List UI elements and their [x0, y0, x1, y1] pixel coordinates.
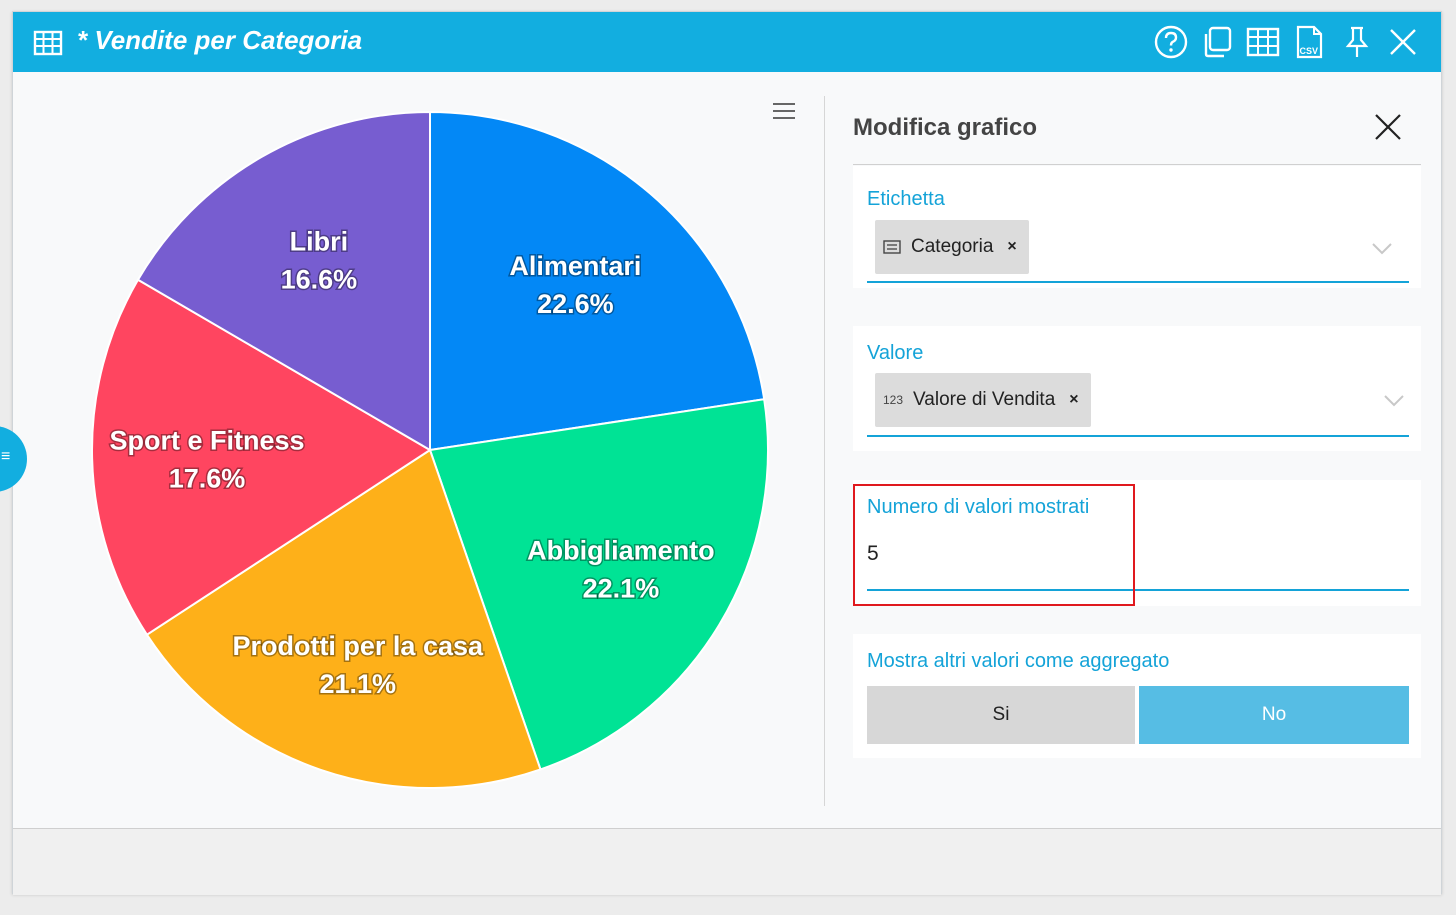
help-button[interactable]: [1153, 24, 1189, 60]
numero-input[interactable]: 5: [867, 542, 879, 565]
valore-chip[interactable]: 123 Valore di Vendita ×: [875, 373, 1091, 427]
valore-chip-text: Valore di Vendita: [913, 389, 1056, 410]
title-bar: * Vendite per Categoria: [13, 12, 1441, 72]
copy-icon: [1204, 26, 1232, 58]
pin-button[interactable]: [1339, 24, 1375, 60]
slice-label-group: Prodotti per la casa 21.1%: [231, 630, 486, 701]
close-panel-icon[interactable]: [1373, 112, 1403, 142]
close-icon: [1390, 29, 1416, 55]
list-icon: [883, 240, 901, 254]
help-circle-icon: [1154, 25, 1188, 59]
numero-underline: [867, 589, 1409, 591]
etichetta-label: Etichetta: [867, 188, 945, 210]
window-footer: [13, 828, 1441, 895]
table-icon: [1246, 27, 1280, 57]
chart-menu-button[interactable]: [773, 103, 795, 121]
menu-line: [773, 117, 795, 119]
etichetta-chip[interactable]: Categoria ×: [875, 220, 1029, 274]
etichetta-chip-text: Categoria: [911, 236, 994, 257]
slice-category-label: Sport e Fitness: [109, 426, 304, 456]
pie-slice-alimentari[interactable]: [429, 110, 766, 452]
slice-category-label: Alimentari: [509, 251, 641, 281]
slice-label-group: Sport e Fitness 17.6%: [108, 424, 306, 495]
slice-category-label: Abbigliamento: [527, 535, 715, 565]
pie-slice-sport-e-fitness[interactable]: [91, 278, 432, 637]
menu-icon: ≡: [1, 448, 11, 465]
valore-label: Valore: [867, 342, 924, 364]
chart-area: Alimentari 22.6% Abbigliamento 22.1% Prodott…: [13, 72, 823, 828]
numeric-icon: 123: [883, 393, 904, 407]
csv-file-icon: CSV: [1296, 25, 1323, 59]
slice-percent-label: 22.6%: [537, 289, 614, 319]
panel-divider: [824, 96, 825, 806]
pie-chart: Alimentari 22.6% Abbigliamento 22.1% Prodott…: [91, 110, 769, 789]
csv-export-button[interactable]: CSV: [1291, 24, 1327, 60]
pie-slice-libri[interactable]: [136, 110, 431, 452]
aggregato-field: Mostra altri valori come aggregato Si No: [853, 634, 1421, 758]
slice-category-label: Libri: [290, 227, 349, 257]
valore-field[interactable]: Valore 123 Valore di Vendita ×: [853, 326, 1421, 451]
csv-label: CSV: [1300, 46, 1319, 56]
pie-slice-abbigliamento[interactable]: [428, 398, 769, 771]
menu-line: [773, 110, 795, 112]
slice-label-group: Abbigliamento 22.1%: [526, 534, 717, 605]
slice-percent-label: 22.1%: [583, 573, 660, 603]
etichetta-field[interactable]: Etichetta Categoria ×: [853, 166, 1421, 288]
pie-slice-prodotti-per-la-casa[interactable]: [145, 448, 542, 789]
remove-chip-icon[interactable]: ×: [1007, 238, 1017, 255]
chart-window: * Vendite per Categoria: [0, 11, 1442, 895]
menu-line: [773, 103, 795, 105]
slice-label-group: Alimentari 22.6%: [508, 249, 643, 320]
no-button[interactable]: No: [1139, 686, 1409, 744]
copy-button[interactable]: [1199, 24, 1235, 60]
slice-percent-label: 16.6%: [281, 265, 358, 295]
chevron-down-icon[interactable]: [1383, 394, 1405, 408]
si-button[interactable]: Si: [867, 686, 1135, 744]
panel-title: Modifica grafico: [853, 114, 1038, 141]
remove-chip-icon[interactable]: ×: [1069, 391, 1079, 408]
table-view-button[interactable]: [1245, 24, 1281, 60]
slice-percent-label: 17.6%: [169, 464, 246, 494]
panel-separator: [853, 164, 1421, 165]
valore-underline: [867, 435, 1409, 437]
numero-label: Numero di valori mostrati: [867, 496, 1090, 518]
numero-field[interactable]: Numero di valori mostrati 5: [853, 480, 1421, 606]
window-title: * Vendite per Categoria: [77, 25, 363, 55]
close-window-button[interactable]: [1385, 24, 1421, 60]
aggregato-label: Mostra altri valori come aggregato: [867, 650, 1170, 672]
chevron-down-icon[interactable]: [1371, 242, 1393, 256]
slice-label-group: Libri 16.6%: [279, 225, 359, 296]
etichetta-underline: [867, 281, 1409, 283]
slice-percent-label: 21.1%: [319, 669, 396, 699]
pin-icon: [1345, 26, 1369, 57]
table-icon: [33, 30, 63, 56]
slice-category-label: Prodotti per la casa: [232, 631, 484, 661]
